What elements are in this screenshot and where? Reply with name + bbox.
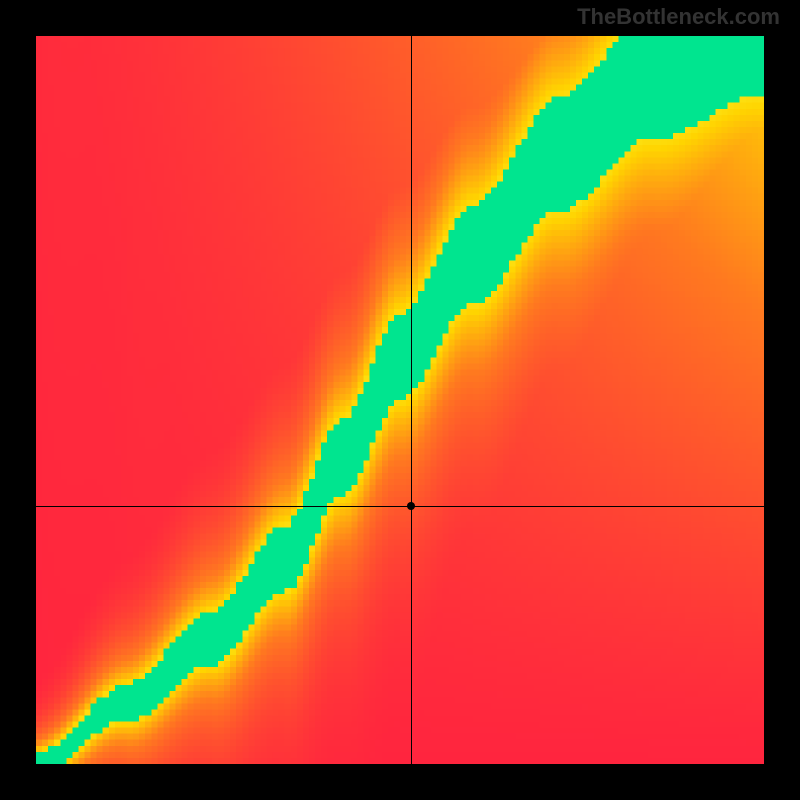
attribution-label: TheBottleneck.com — [577, 4, 780, 30]
heatmap-canvas — [36, 36, 764, 764]
crosshair-horizontal — [36, 506, 764, 507]
crosshair-vertical — [411, 36, 412, 764]
crosshair-marker — [407, 502, 415, 510]
chart-container: TheBottleneck.com — [0, 0, 800, 800]
